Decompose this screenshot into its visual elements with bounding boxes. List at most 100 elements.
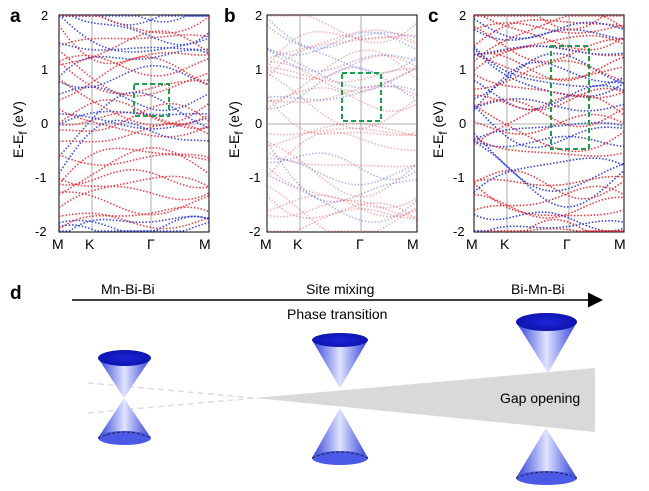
band-curve [59, 15, 210, 46]
kpoint-a-M2: M [199, 236, 211, 252]
band-curve [266, 165, 418, 209]
panel-letter-d: d [10, 283, 22, 304]
band-curve [473, 53, 625, 81]
ytick-c-m1: -1 [453, 170, 465, 185]
band-curve [473, 175, 625, 187]
band-curve [59, 215, 210, 232]
kpoint-b-K: K [293, 236, 303, 252]
band-curve [266, 194, 418, 220]
band-curve [266, 127, 418, 137]
kpoint-b-M2: M [407, 236, 419, 252]
band-curve [474, 15, 625, 51]
band-curve [267, 201, 418, 232]
band-curve [266, 60, 418, 93]
band-curve [473, 132, 625, 192]
ytick-c-2: 2 [459, 8, 467, 23]
kpoint-a-Gamma: Γ [147, 236, 155, 252]
band-curve [266, 29, 418, 60]
cone-gapped [515, 313, 578, 485]
band-curve [473, 94, 625, 146]
band-curve [473, 98, 625, 112]
band-curve [58, 34, 210, 47]
band-curve [266, 36, 418, 79]
kpoint-c-K: K [500, 236, 510, 252]
cone-gapless [97, 350, 152, 445]
phase-diagram [72, 292, 603, 485]
band-curve [474, 218, 624, 232]
band-curve [473, 98, 625, 128]
band-curve [58, 119, 210, 174]
panel-letter-c: c [428, 6, 439, 27]
band-curve [59, 15, 210, 34]
band-curve [473, 18, 625, 40]
ytick-a-m1: -1 [35, 170, 47, 185]
ytick-c-0: 0 [459, 116, 467, 131]
panel-letter-b: b [224, 6, 236, 27]
kpoint-c-M1: M [466, 236, 478, 252]
band-curve [473, 105, 625, 149]
ytick-b-m1: -1 [249, 170, 261, 185]
band-curve [58, 108, 210, 138]
band-curve [58, 212, 210, 230]
band-curve [266, 131, 418, 177]
band-curve [58, 153, 210, 166]
band-curve [473, 46, 625, 88]
band-curve [473, 211, 625, 232]
ytick-b-2: 2 [255, 8, 263, 23]
kpoint-a-M1: M [52, 236, 64, 252]
band-curve [58, 98, 210, 126]
band-curve [266, 173, 418, 223]
band-curve [266, 194, 418, 218]
band-curve [266, 141, 418, 203]
band-curve [266, 152, 418, 181]
ytick-c-m2: -2 [453, 224, 465, 239]
band-curve [474, 15, 624, 31]
band-curve [473, 34, 625, 72]
band-curve [473, 113, 625, 135]
kpoint-b-Gamma: Γ [356, 236, 364, 252]
ytick-a-1: 1 [41, 62, 49, 77]
band-curve [473, 193, 625, 219]
band-curve [266, 66, 418, 110]
band-curve [266, 184, 418, 232]
band-curve [59, 15, 209, 23]
band-curve [58, 175, 210, 209]
cone-site-mixing [311, 333, 369, 465]
band-curve [473, 61, 625, 111]
band-curve [58, 30, 210, 66]
label-site-mixing: Site mixing [306, 281, 375, 297]
band-curve [58, 91, 210, 157]
kpoint-a-K: K [85, 236, 95, 252]
ytick-b-0: 0 [255, 116, 263, 131]
panel-letter-a: a [10, 6, 21, 27]
ytick-a-2: 2 [41, 8, 49, 23]
band-curve [473, 79, 625, 111]
band-curve [58, 56, 210, 101]
kpoint-b-M1: M [260, 236, 272, 252]
band-curve [473, 59, 625, 90]
highlight-box-c [550, 45, 590, 150]
band-curve [266, 199, 418, 218]
label-phase-transition: Phase transition [287, 306, 388, 322]
ytick-b-m2: -2 [249, 224, 261, 239]
label-bi-mn-bi: Bi-Mn-Bi [511, 281, 565, 297]
band-plot-b [266, 14, 418, 233]
band-curve [473, 45, 625, 56]
gap-wedge [255, 368, 595, 432]
band-curve [58, 147, 210, 196]
label-mn-bi-bi: Mn-Bi-Bi [101, 281, 155, 297]
kpoint-c-Gamma: Γ [563, 236, 571, 252]
band-curve [473, 137, 625, 157]
band-curve [474, 219, 625, 232]
band-plot-a [58, 14, 210, 233]
ytick-c-1: 1 [459, 62, 467, 77]
band-curve [266, 141, 418, 198]
band-curve [473, 15, 625, 63]
band-curve [473, 182, 625, 217]
band-curve [266, 71, 418, 130]
band-curve [58, 169, 210, 189]
band-curve [58, 206, 210, 230]
band-curve [473, 21, 625, 34]
ytick-a-m2: -2 [35, 224, 47, 239]
